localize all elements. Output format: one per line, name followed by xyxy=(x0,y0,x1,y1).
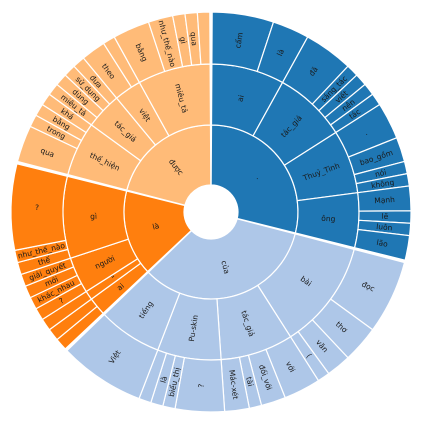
segment-3-3-4-unlabeled[interactable] xyxy=(196,11,211,65)
segment-2-3-2-unlabeled[interactable] xyxy=(10,163,69,252)
segment-0-3-3-l-o[interactable] xyxy=(353,228,411,261)
segment-1-3-0-vi-t[interactable] xyxy=(66,313,159,400)
